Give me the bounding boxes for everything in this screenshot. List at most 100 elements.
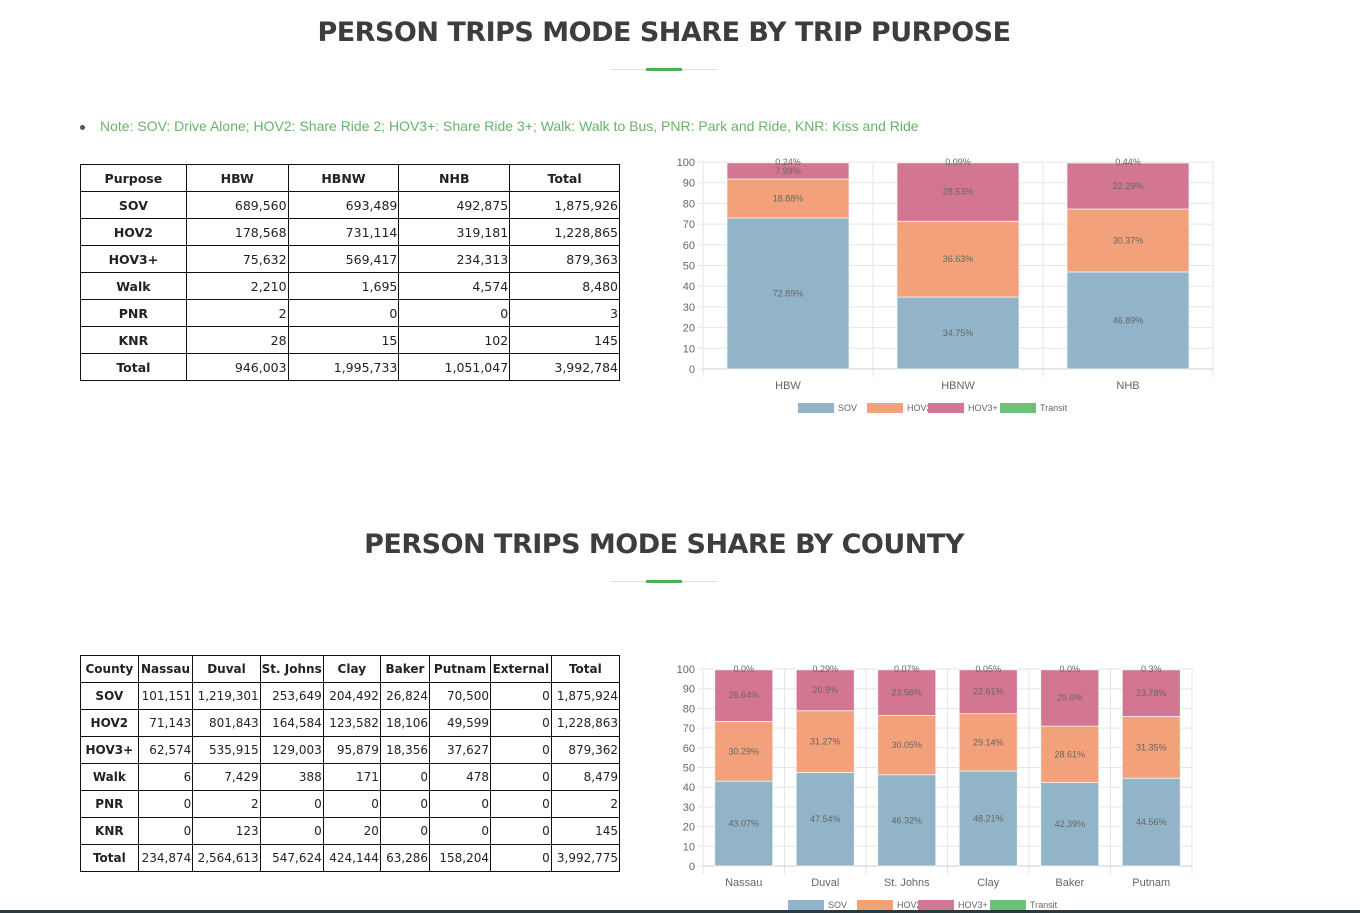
table-cell: 0 [489, 790, 552, 818]
table-cell: 946,003 [185, 353, 289, 381]
legend-label: HOV3+ [958, 900, 988, 910]
bar-segment-hov3plus [714, 668, 774, 722]
table-cell: 801,843 [192, 709, 261, 737]
bar-segment-transit [1040, 668, 1100, 671]
column-header: Baker [379, 655, 431, 683]
data-label: 30.29% [728, 746, 759, 756]
y-tick-label: 50 [683, 261, 695, 273]
table-cell: 2 [185, 299, 289, 327]
data-label: 46.89% [1113, 315, 1144, 325]
y-tick-label: 10 [683, 841, 695, 853]
row-header: SOV [80, 682, 139, 710]
data-label: 43.07% [728, 819, 759, 829]
bar-segment-transit [958, 668, 1018, 671]
column-header: Purpose [80, 164, 187, 192]
data-label: 0.05% [975, 664, 1001, 674]
table-cell: 0 [322, 790, 381, 818]
table-cell: 689,560 [185, 191, 289, 219]
legend-label: SOV [838, 403, 857, 413]
y-tick-label: 70 [683, 723, 695, 735]
column-header: Total [509, 164, 620, 192]
row-header: KNR [80, 326, 187, 354]
bar-segment-transit [877, 668, 937, 671]
table-row: KNR 28 15 102 145 [80, 326, 620, 354]
legend-swatch-icon [867, 403, 903, 413]
table-cell: 0 [489, 763, 552, 791]
x-tick-label: Putnam [1132, 877, 1170, 889]
table-cell: 0 [489, 736, 552, 764]
table-cell: 145 [550, 817, 621, 845]
table-row: Walk 2,210 1,695 4,574 8,480 [80, 272, 620, 300]
bar-segment-hov3plus [958, 668, 1018, 715]
table-row: HOV3+ 62,574 535,915 129,003 95,879 18,356 37,… [80, 736, 621, 764]
bar-segment-sov [1066, 271, 1190, 370]
legend-swatch-icon [928, 403, 964, 413]
data-label: 47.54% [810, 814, 841, 824]
data-label: 29.14% [973, 737, 1004, 747]
table-cell: 26,824 [379, 682, 431, 710]
data-label: 30.37% [1113, 236, 1144, 246]
y-tick-label: 40 [683, 782, 695, 794]
data-label: 0.3% [1141, 664, 1162, 674]
legend-swatch-icon [798, 403, 834, 413]
bar-segment-sov [877, 774, 937, 867]
x-tick-label: NHB [1116, 380, 1139, 392]
table-cell: 234,874 [137, 844, 194, 872]
bullet-icon [80, 124, 85, 130]
table-cell: 158,204 [429, 844, 491, 872]
data-label: 22.29% [1113, 181, 1144, 191]
data-label: 0.29% [812, 664, 838, 674]
table-cell: 71,143 [137, 709, 194, 737]
bar-segment-hov3plus [1066, 162, 1190, 210]
data-label: 0.44% [1115, 157, 1141, 167]
row-header: PNR [80, 299, 187, 327]
table-cell: 0 [287, 299, 400, 327]
legend-label: HOV3+ [968, 403, 998, 413]
bar-segment-sov [726, 217, 850, 370]
table-row: Total 946,003 1,995,733 1,051,047 3,992,784 [80, 353, 620, 381]
legend-label: Transit [1030, 900, 1058, 910]
bar-segment-sov [958, 770, 1018, 867]
column-header: NHB [398, 164, 511, 192]
y-tick-label: 60 [683, 743, 695, 755]
table-cell: 3,992,775 [550, 844, 621, 872]
table-cell: 101,151 [137, 682, 194, 710]
data-label: 26.64% [728, 690, 759, 700]
y-tick-label: 80 [683, 703, 695, 715]
table-row: PNR 2 0 0 3 [80, 299, 620, 327]
table-cell: 8,480 [509, 272, 620, 300]
x-tick-label: Nassau [725, 877, 762, 889]
table-cell: 1,995,733 [287, 353, 400, 381]
purpose-table: Purpose HBW HBNW NHB Total SOV 689,560 693,489 4… [80, 164, 620, 381]
table-cell: 0 [259, 817, 324, 845]
y-tick-label: 50 [683, 763, 695, 775]
table-cell: 3 [509, 299, 620, 327]
table-cell: 178,568 [185, 218, 289, 246]
table-row: Walk 6 7,429 388 171 0 478 0 8,479 [80, 763, 621, 791]
column-header: HBW [185, 164, 289, 192]
data-label: 0.24% [775, 157, 801, 167]
column-header: Clay [322, 655, 381, 683]
bar-segment-hov2 [1040, 725, 1100, 783]
legend-swatch-icon [857, 900, 893, 910]
y-tick-label: 100 [677, 664, 695, 676]
table-row: Total 234,874 2,564,613 547,624 424,144 63,28… [80, 844, 621, 872]
row-header: HOV2 [80, 709, 139, 737]
row-header: Walk [80, 763, 139, 791]
table-cell: 535,915 [192, 736, 261, 764]
bar-segment-transit [726, 161, 850, 164]
table-header-row: County Nassau Duval St. Johns Clay Baker Putna… [80, 655, 621, 683]
data-label: 18.88% [773, 194, 804, 204]
data-label: 28.61% [1054, 749, 1085, 759]
column-header: St. Johns [259, 655, 324, 683]
table-cell: 145 [509, 326, 620, 354]
y-tick-label: 60 [683, 240, 695, 252]
bar-segment-hov2 [877, 715, 937, 776]
y-tick-label: 80 [683, 198, 695, 210]
legend-label: SOV [828, 900, 847, 910]
table-cell: 20 [322, 817, 381, 845]
bar-segment-transit [1121, 668, 1181, 671]
table-cell: 0 [379, 790, 431, 818]
note-item: Note: SOV: Drive Alone; HOV2: Share Ride… [80, 118, 919, 134]
table-cell: 693,489 [287, 191, 400, 219]
